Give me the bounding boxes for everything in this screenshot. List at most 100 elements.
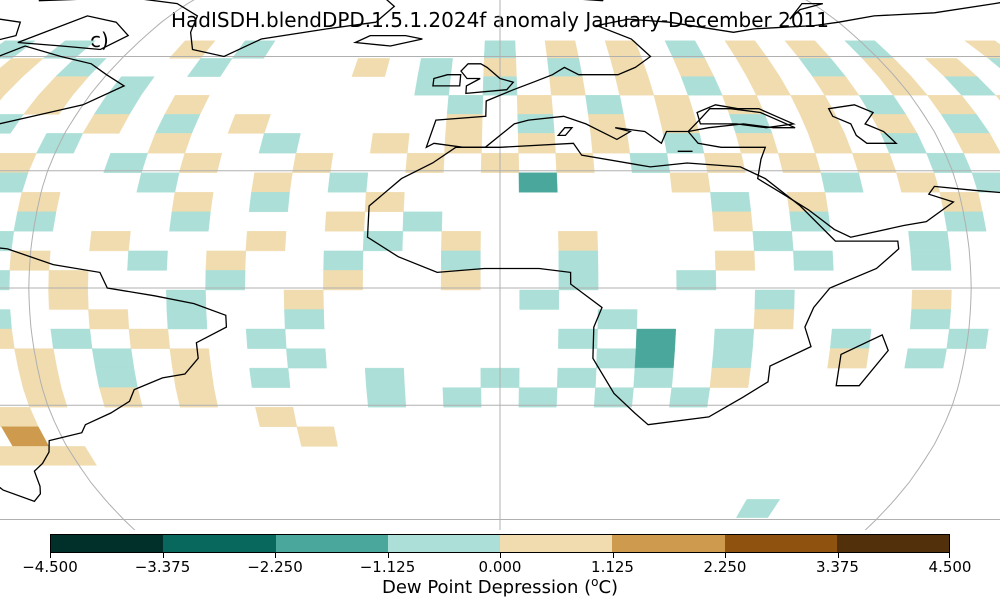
grid-cell	[585, 95, 624, 115]
grid-cell	[820, 172, 864, 193]
grid-cell	[672, 58, 715, 77]
grid-cell	[870, 114, 918, 134]
grid-cell	[48, 289, 89, 310]
colorbar-tick-label: 3.375	[816, 558, 859, 576]
grid-cell	[735, 499, 781, 518]
grid-cell	[324, 211, 366, 232]
ireland-coast	[432, 74, 462, 87]
grid-cell	[712, 211, 754, 232]
grid-cell	[735, 133, 779, 154]
grid-cell	[964, 40, 1000, 59]
grid-cell	[0, 76, 24, 96]
grid-cell	[517, 133, 556, 154]
grid-cell	[713, 328, 755, 349]
grid-cell	[444, 133, 483, 154]
grid-cell	[634, 348, 676, 369]
grid-cell	[714, 250, 756, 271]
grid-cell	[0, 95, 5, 101]
colorbar-tick-label: 0.000	[478, 558, 522, 576]
grid-cell	[596, 348, 637, 369]
grid-cell	[128, 328, 171, 349]
longitude-line	[28, 0, 195, 530]
colorbar-tick-mark	[162, 553, 164, 558]
grid-cell	[633, 367, 674, 388]
grid-cell	[1, 426, 50, 447]
grid-cell	[446, 95, 484, 115]
grid-cell	[703, 152, 746, 173]
grid-cell	[653, 95, 695, 115]
grid-cell	[709, 367, 751, 388]
grid-cell	[752, 231, 794, 252]
grid-cell	[711, 348, 753, 369]
africa-coast	[366, 142, 900, 426]
grid-cell	[910, 250, 952, 271]
grid-cell	[722, 95, 766, 115]
grid-cell	[558, 231, 599, 252]
grid-cell	[93, 95, 142, 115]
grid-cell	[369, 133, 410, 154]
grid-cell	[544, 40, 580, 59]
great-britain-coast	[460, 63, 515, 95]
grid-cell	[790, 95, 836, 115]
colorbar-segment	[724, 535, 837, 552]
grid-cell	[710, 192, 752, 213]
colorbar-tick-mark	[50, 553, 51, 558]
colorbar-tick-label: −3.375	[134, 558, 191, 576]
grid-cell	[852, 152, 897, 173]
grid-cell	[953, 133, 1000, 154]
grid-cell	[777, 152, 822, 173]
longitude-line	[805, 0, 972, 530]
grid-cell	[904, 348, 947, 369]
grid-cell	[664, 40, 706, 59]
grid-cell	[103, 152, 148, 173]
ellesmere-coast	[38, 0, 78, 2]
grid-cell	[680, 76, 723, 96]
grid-cell	[940, 114, 991, 134]
grid-cell	[296, 426, 338, 447]
grid-cell	[440, 250, 481, 271]
grid-cell	[597, 309, 638, 330]
grid-cell	[558, 328, 598, 349]
grid-cell	[635, 328, 677, 349]
grid-cell	[556, 367, 597, 388]
grid-cell	[171, 192, 214, 213]
grid-cell	[896, 172, 941, 193]
grid-cell	[754, 289, 795, 310]
grid-cell	[518, 387, 558, 408]
colorbar-tick-label: 1.125	[591, 558, 634, 576]
grid-cell	[735, 58, 781, 77]
colorbar-tick-mark	[837, 553, 839, 558]
grid-cell	[164, 95, 210, 115]
grid-cell	[629, 152, 671, 173]
sardinia-coast	[556, 127, 574, 137]
grid-cell	[283, 289, 324, 310]
grid-cell	[558, 270, 599, 291]
grid-cell	[351, 58, 390, 77]
grid-cell	[784, 40, 832, 59]
grid-cell	[793, 250, 834, 271]
colorbar-label: Dew Point Depression (oC)	[381, 575, 619, 598]
south-america-coast	[0, 247, 228, 503]
grid-cell	[987, 58, 1000, 69]
grid-cell	[908, 231, 950, 252]
baffin-coast	[17, 15, 130, 51]
grid-cell	[808, 133, 853, 154]
grid-cell	[669, 172, 711, 193]
colorbar-tick-mark	[387, 553, 389, 558]
colorbar-segment	[163, 535, 276, 552]
grid-cell	[927, 95, 977, 115]
grid-cell	[169, 348, 212, 369]
grid-cell	[323, 250, 364, 271]
grid-cell	[95, 367, 138, 388]
grid-cell	[441, 231, 481, 252]
grid-cell	[0, 407, 39, 427]
colorbar-tick-mark	[612, 553, 614, 558]
grid-cell	[549, 76, 586, 96]
grid-cell	[245, 231, 287, 252]
greenland-coast	[143, 0, 396, 58]
novaya-zemlya-coast	[789, 2, 823, 20]
grid-cell	[0, 270, 10, 291]
grid-cell	[610, 58, 649, 77]
grid-cell	[48, 270, 89, 291]
colorbar-tick-label: −2.250	[247, 558, 303, 576]
